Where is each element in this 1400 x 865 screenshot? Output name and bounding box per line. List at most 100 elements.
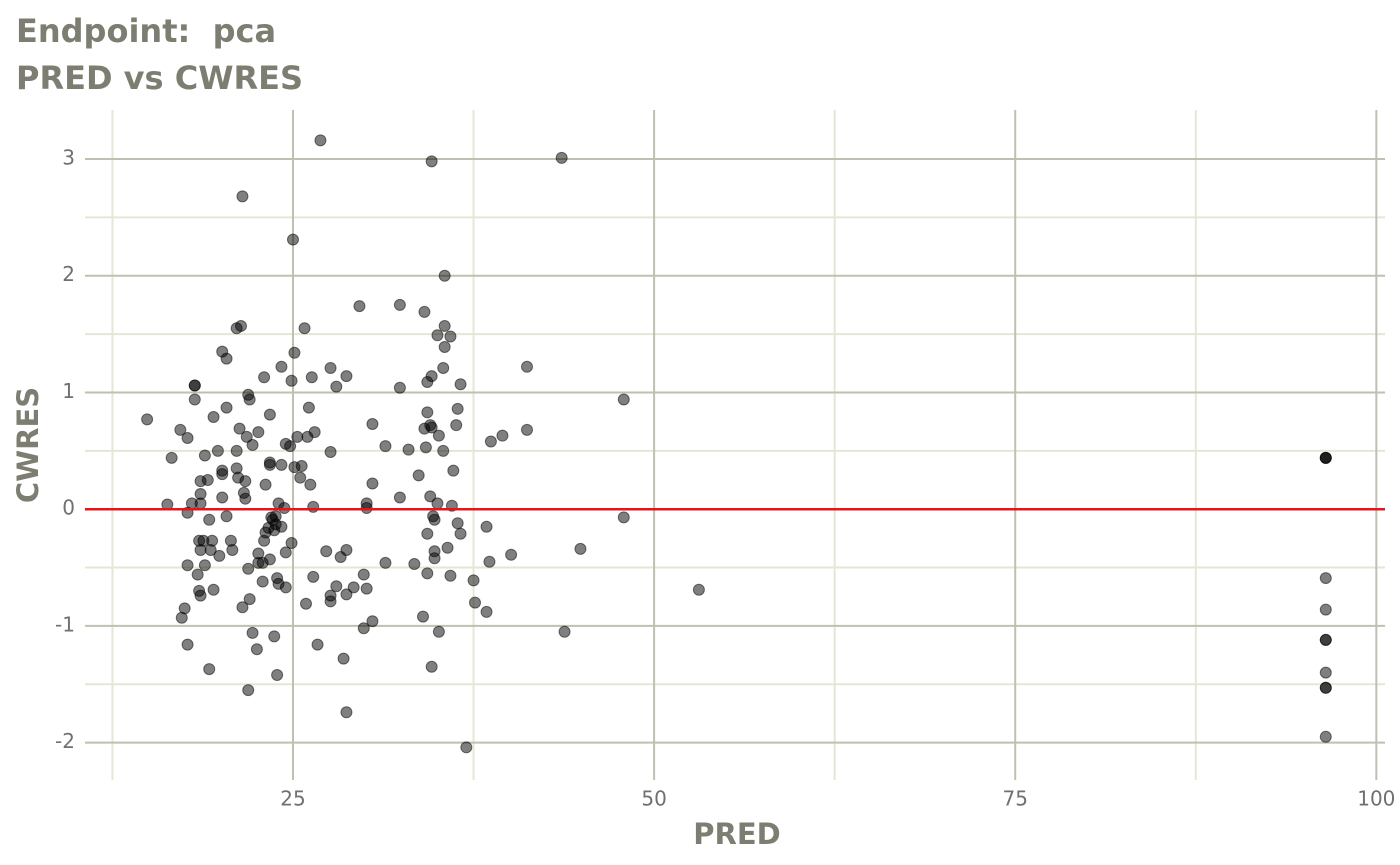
- chart-subtitle: PRED vs CWRES: [16, 59, 303, 97]
- point: [243, 393, 256, 406]
- point: [268, 630, 281, 643]
- point: [324, 595, 337, 608]
- point: [425, 155, 438, 168]
- point: [174, 423, 187, 436]
- x-axis-title: PRED: [693, 817, 780, 851]
- point: [467, 574, 480, 587]
- point: [294, 471, 307, 484]
- point: [235, 319, 247, 332]
- point: [505, 548, 518, 561]
- point: [330, 580, 343, 593]
- point: [444, 330, 457, 343]
- point: [252, 426, 265, 439]
- y-tick-label: 3: [62, 146, 75, 170]
- point: [1319, 451, 1332, 464]
- point: [353, 300, 366, 313]
- point: [269, 510, 282, 523]
- point: [285, 537, 298, 550]
- point: [419, 441, 432, 454]
- point: [437, 361, 450, 374]
- point: [288, 346, 301, 359]
- point: [393, 491, 406, 504]
- point: [357, 622, 370, 635]
- point: [320, 545, 333, 558]
- point: [201, 474, 214, 487]
- point: [198, 559, 211, 572]
- point: [216, 468, 229, 481]
- point: [246, 626, 259, 639]
- point: [521, 360, 533, 373]
- point: [194, 589, 207, 602]
- point: [484, 435, 497, 448]
- point: [275, 360, 288, 373]
- point: [437, 444, 450, 457]
- point: [207, 410, 220, 423]
- point: [220, 510, 233, 523]
- point: [279, 581, 292, 594]
- point: [1319, 572, 1332, 585]
- point: [379, 440, 392, 453]
- point: [239, 475, 252, 488]
- y-tick-label: -2: [55, 729, 75, 753]
- y-tick-label: -1: [55, 612, 75, 636]
- point: [340, 706, 353, 719]
- x-tick-label: 25: [280, 787, 305, 811]
- point: [198, 449, 211, 462]
- point: [203, 663, 216, 676]
- x-tick-label: 50: [641, 787, 666, 811]
- point: [451, 402, 464, 415]
- point: [279, 546, 292, 559]
- point: [425, 370, 438, 383]
- point: [242, 562, 255, 575]
- point: [438, 269, 451, 282]
- y-tick-label: 1: [62, 379, 75, 403]
- point: [340, 544, 353, 557]
- point: [431, 329, 444, 342]
- point: [412, 469, 425, 482]
- point: [460, 741, 473, 754]
- point: [236, 190, 249, 203]
- point: [263, 458, 276, 471]
- point: [314, 134, 327, 147]
- point: [425, 421, 438, 434]
- point: [1319, 730, 1332, 743]
- point: [287, 233, 299, 246]
- point: [617, 511, 630, 524]
- point: [275, 520, 288, 533]
- chart-title: Endpoint: pca: [16, 12, 276, 50]
- point: [302, 401, 315, 414]
- x-tick-label: 75: [1002, 787, 1027, 811]
- point: [347, 581, 360, 594]
- point: [181, 638, 194, 651]
- point: [438, 319, 451, 332]
- point: [304, 478, 317, 491]
- point: [483, 555, 496, 568]
- point: [233, 422, 246, 435]
- point: [428, 513, 441, 526]
- point: [454, 527, 467, 540]
- point: [284, 440, 297, 453]
- point: [181, 559, 194, 572]
- point: [230, 444, 243, 457]
- point: [181, 431, 194, 444]
- point: [469, 596, 481, 609]
- point: [256, 575, 269, 588]
- point: [165, 451, 178, 464]
- point: [207, 583, 220, 596]
- point: [444, 569, 457, 582]
- point: [1319, 666, 1332, 679]
- point: [432, 429, 445, 442]
- point: [428, 545, 441, 558]
- point: [425, 660, 438, 673]
- point: [421, 406, 434, 419]
- point: [271, 668, 284, 681]
- point: [438, 340, 451, 353]
- y-tick-label: 2: [62, 262, 75, 286]
- point: [307, 500, 320, 513]
- point: [402, 443, 415, 456]
- point: [340, 370, 353, 383]
- point: [311, 638, 324, 651]
- point: [417, 610, 429, 623]
- point: [291, 430, 304, 443]
